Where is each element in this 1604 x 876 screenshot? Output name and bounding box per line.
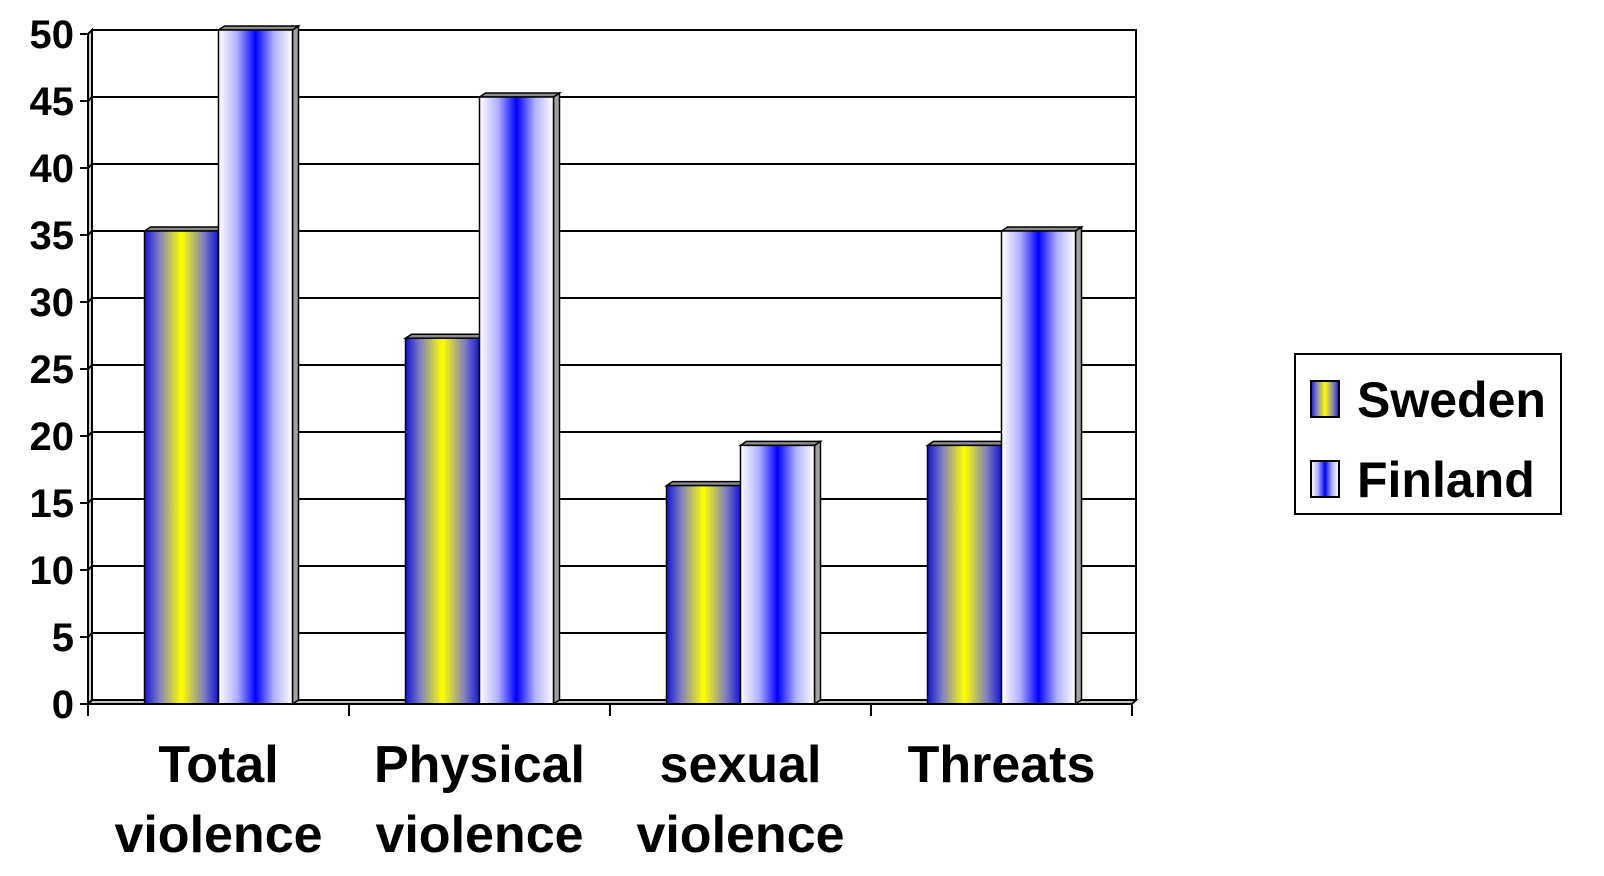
y-tick-label: 20	[30, 415, 75, 459]
bar-sweden	[664, 480, 749, 706]
bar-finland	[477, 91, 562, 706]
legend: Sweden Finland	[1294, 353, 1562, 515]
bar-sweden	[142, 225, 227, 706]
bar-finland	[738, 439, 823, 706]
y-tick-label: 25	[30, 348, 75, 392]
x-category-label: sexual violence	[636, 736, 844, 864]
y-tick-label: 5	[52, 616, 74, 660]
legend-label-sweden: Sweden	[1357, 372, 1546, 428]
bars	[142, 24, 1084, 706]
legend-label-finland: Finland	[1357, 452, 1535, 508]
y-tick-label: 45	[30, 80, 75, 124]
axes: 0 5 10 15 20 25 30 35 40 45 50 Total violence Physica…	[30, 13, 1133, 864]
y-tick-label: 50	[30, 13, 75, 57]
bar-finland	[999, 225, 1084, 706]
y-tick-label: 30	[30, 281, 75, 325]
bar-sweden	[925, 439, 1010, 706]
y-tick-label: 0	[52, 683, 74, 727]
bar-sweden	[403, 332, 488, 706]
bar-finland	[216, 24, 301, 706]
legend-swatch-finland	[1310, 460, 1340, 498]
x-category-label: Threats	[908, 736, 1096, 794]
legend-swatch-sweden	[1310, 380, 1340, 418]
y-tick-label: 10	[30, 549, 75, 593]
y-tick-label: 35	[30, 214, 75, 258]
y-tick-label: 40	[30, 147, 75, 191]
x-category-label: Total violence	[114, 736, 322, 864]
x-category-label: Physical violence	[374, 736, 585, 864]
y-tick-label: 15	[30, 482, 75, 526]
